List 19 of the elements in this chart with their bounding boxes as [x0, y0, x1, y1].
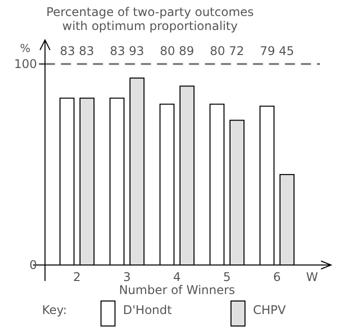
text: 83 93 [110, 44, 144, 58]
legend-title: Key: [42, 303, 67, 317]
y-tick-label: 100 [14, 57, 37, 71]
legend-label: CHPV [253, 303, 287, 317]
x-tick-label: 4 [173, 270, 181, 284]
x-tick-label: 6 [273, 270, 281, 284]
text: 80 89 [160, 44, 194, 58]
y-tick-label: 0 [29, 258, 37, 272]
y-axis-title: % [20, 42, 30, 55]
text: 83 83 [60, 44, 94, 58]
text: 79 45 [260, 44, 294, 58]
x-tick-label: 5 [223, 270, 231, 284]
chart-title: Percentage of two-party outcomes with optimum proportionality [46, 5, 254, 33]
x-axis-title: Number of Winners [118, 283, 236, 297]
text: 80 72 [210, 44, 244, 58]
text: W [306, 270, 318, 284]
legend-label: D'Hondt [123, 303, 172, 317]
x-tick-label: 2 [73, 270, 81, 284]
x-tick-label: 3 [123, 270, 131, 284]
